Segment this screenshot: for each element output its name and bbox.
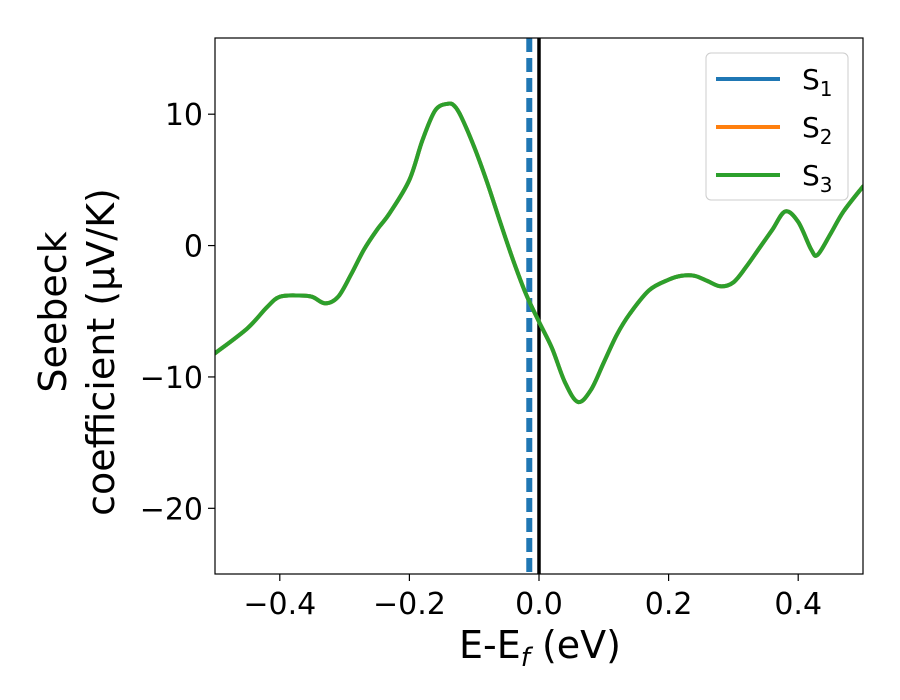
legend: S1 S2 S3 <box>705 52 849 201</box>
legend-label-s2: S2 <box>802 111 833 149</box>
x-axis-label-unit: (eV) <box>530 623 621 667</box>
y-tick-label: 10 <box>165 98 203 133</box>
x-tick-label: 0.4 <box>774 587 822 622</box>
x-axis-ticks: −0.4 −0.2 0.0 0.2 0.4 <box>243 574 822 622</box>
x-axis-label: E-Ef (eV) <box>459 623 621 673</box>
y-axis-label: Seebeck coefficient (μV/K) <box>31 188 123 516</box>
legend-label-s1: S1 <box>802 63 833 101</box>
y-tick-label: 0 <box>184 230 203 265</box>
y-tick-label: −10 <box>140 361 203 396</box>
y-axis-label-line2: coefficient (μV/K) <box>79 188 123 516</box>
series-layer <box>215 101 863 405</box>
y-axis-ticks: −20 −10 0 10 <box>140 98 215 527</box>
y-tick-label: −20 <box>140 492 203 527</box>
x-axis-label-main: E-E <box>459 623 521 667</box>
legend-label-s3: S3 <box>802 159 833 197</box>
y-axis-label-line1: Seebeck <box>31 231 75 392</box>
x-tick-label: 0.0 <box>515 587 563 622</box>
series-line-s3 <box>215 101 863 405</box>
x-tick-label: 0.2 <box>645 587 693 622</box>
x-tick-label: −0.4 <box>243 587 316 622</box>
x-tick-label: −0.2 <box>373 587 446 622</box>
